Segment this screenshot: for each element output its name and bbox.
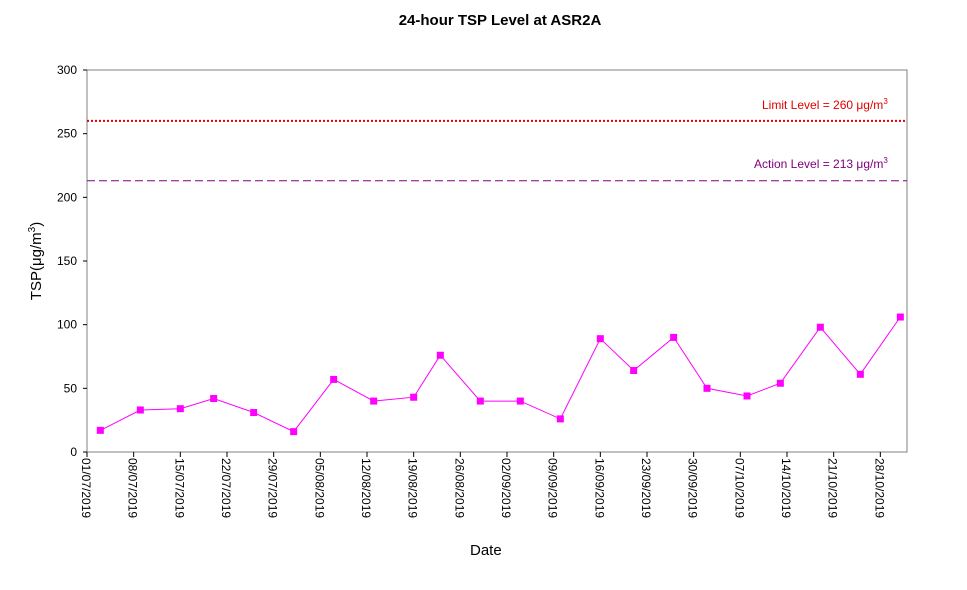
x-tick-label: 26/08/2019	[452, 458, 466, 518]
x-tick-label: 23/09/2019	[639, 458, 653, 518]
data-point-marker	[370, 397, 378, 405]
y-tick-label: 100	[57, 318, 77, 332]
y-tick-label: 300	[57, 63, 77, 77]
x-tick-label: 16/09/2019	[592, 458, 606, 518]
data-point-marker	[330, 375, 338, 383]
series-line	[100, 316, 901, 433]
x-tick-label: 09/09/2019	[546, 458, 560, 518]
data-point-marker	[743, 392, 751, 400]
data-point-marker	[896, 313, 904, 321]
x-tick-label: 28/10/2019	[872, 458, 886, 518]
x-tick-label: 12/08/2019	[359, 458, 373, 518]
x-tick-label: 14/10/2019	[779, 458, 793, 518]
data-point-marker	[436, 351, 444, 359]
data-point-marker	[856, 370, 864, 378]
data-point-marker	[210, 395, 218, 403]
x-tick-label: 19/08/2019	[406, 458, 420, 518]
chart-title: 24-hour TSP Level at ASR2A	[398, 12, 602, 29]
x-axis-label: Date	[470, 542, 502, 559]
x-tick-label: 22/07/2019	[219, 458, 233, 518]
data-point-marker	[596, 335, 604, 343]
action-level-label: Action Level = 213 μg/m3	[754, 156, 888, 171]
data-point-marker	[670, 333, 678, 341]
x-tick-label: 07/10/2019	[732, 458, 746, 518]
data-point-marker	[516, 397, 524, 405]
limit-level-label: Limit Level = 260 μg/m3	[762, 97, 888, 112]
data-point-marker	[816, 323, 824, 331]
data-point-marker	[250, 409, 258, 417]
data-point-marker	[290, 428, 298, 436]
x-tick-label: 02/09/2019	[499, 458, 513, 518]
data-point-marker	[630, 367, 638, 375]
plot-area-border	[86, 69, 908, 453]
x-tick-label: 30/09/2019	[686, 458, 700, 518]
x-tick-label: 29/07/2019	[266, 458, 280, 518]
x-tick-label: 15/07/2019	[172, 458, 186, 518]
x-tick-label: 21/10/2019	[826, 458, 840, 518]
data-point-marker	[476, 397, 484, 405]
data-point-marker	[410, 393, 418, 401]
data-point-marker	[776, 379, 784, 387]
x-tick-label: 08/07/2019	[126, 458, 140, 518]
data-point-marker	[136, 406, 144, 414]
data-point-marker	[96, 426, 104, 434]
y-tick-label: 250	[57, 127, 77, 141]
x-tick-label: 05/08/2019	[312, 458, 326, 518]
data-point-marker	[556, 415, 564, 423]
y-tick-label: 50	[64, 381, 78, 395]
y-tick-label: 150	[57, 254, 77, 268]
x-tick-label: 01/07/2019	[79, 458, 93, 518]
data-point-marker	[176, 405, 184, 413]
y-tick-label: 0	[70, 445, 77, 459]
data-point-marker	[703, 384, 711, 392]
y-axis-label: TSP(μg/m3)	[27, 221, 45, 301]
y-tick-label: 200	[57, 190, 77, 204]
